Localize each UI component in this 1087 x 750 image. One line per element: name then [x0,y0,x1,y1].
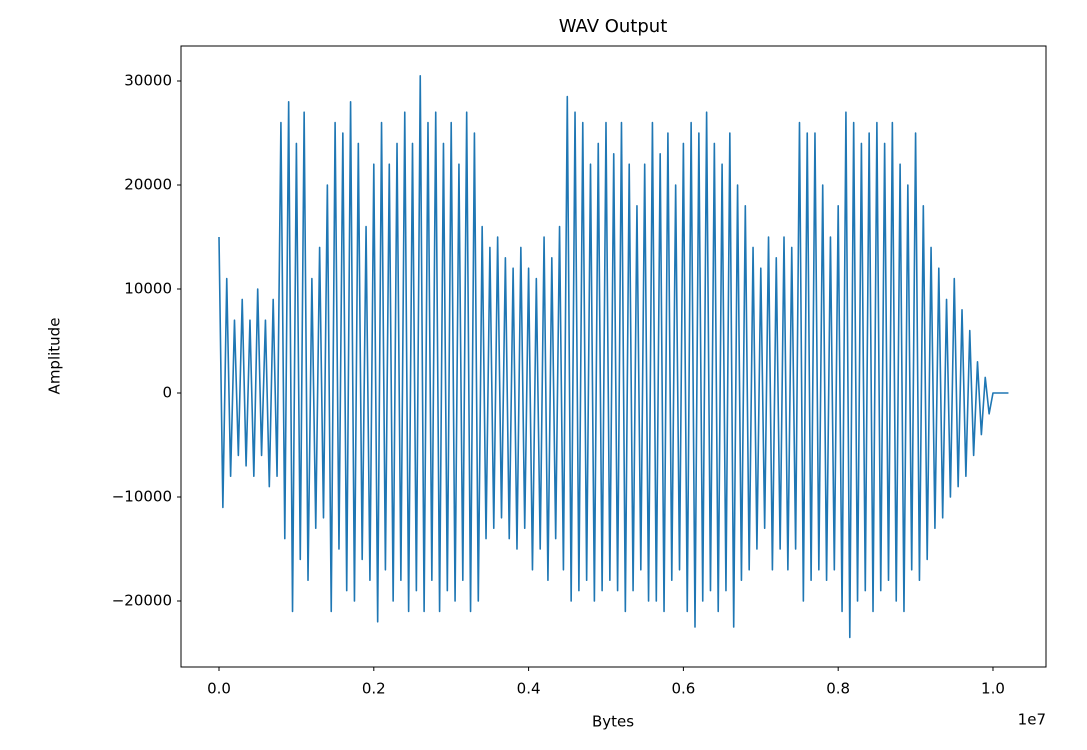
y-tick-label: −20000 [112,592,172,610]
x-tick-label: 0.4 [517,680,541,698]
y-tick-label: 20000 [124,175,172,193]
plot-frame [180,45,1047,668]
x-tick-label: 0.2 [362,680,386,698]
x-tick-label: 1.0 [981,680,1005,698]
y-tick-label: 30000 [124,71,172,89]
x-tick-label: 0.8 [826,680,850,698]
x-tick-label: 0.6 [671,680,695,698]
y-tick-label: −10000 [112,488,172,506]
waveform-line [218,75,1009,639]
chart-title: WAV Output [559,16,668,37]
x-offset-label: 1e7 [1018,711,1046,729]
y-tick-label: 10000 [124,279,172,297]
x-axis-label: Bytes [592,713,634,731]
y-axis-label: Amplitude [46,318,64,395]
x-tick-label: 0.0 [207,680,231,698]
y-tick-label: 0 [162,383,172,401]
